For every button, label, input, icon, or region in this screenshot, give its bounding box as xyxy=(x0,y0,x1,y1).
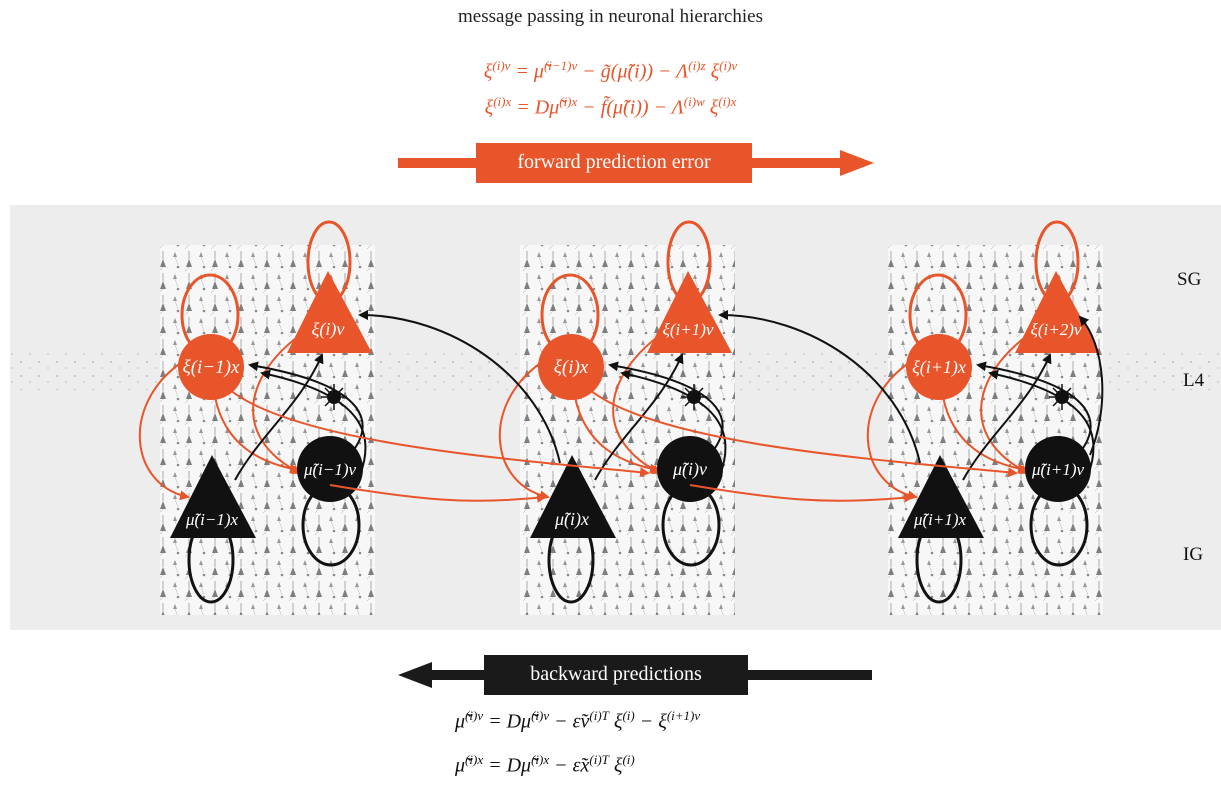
layer-label-l4: L4 xyxy=(1183,370,1205,391)
column-2 xyxy=(498,220,732,604)
node-label: ξ(i)v xyxy=(312,319,345,340)
layer-label-sg: SG xyxy=(1177,269,1202,290)
node-label: ξ(i+2)v xyxy=(1031,320,1082,339)
layer-label-ig: IG xyxy=(1183,544,1204,565)
node-label: ξ(i)x xyxy=(554,357,589,378)
figure-title: message passing in neuronal hierarchies xyxy=(458,6,763,27)
column-3 xyxy=(866,220,1100,604)
backward-equation-2: μ̃̇(i)x = Dμ̃(i)x − ε̃x(i)T ξ(i) xyxy=(455,752,635,777)
forward-equation-2: ξ(i)x = Dμ̃(i)x − f̃(μ̃(i)) − Λ(i)w ξ(i)… xyxy=(484,94,737,119)
forward-equation-1: ξ(i)v = μ̃(i−1)v − g̃(μ̃(i)) − Λ(i)z ξ(i… xyxy=(483,58,738,83)
node-label: μ̃(i−1)x xyxy=(185,510,239,529)
backward-arrow-label: backward predictions xyxy=(530,663,702,685)
forward-arrow-label: forward prediction error xyxy=(517,151,711,173)
node-label: ξ(i+1)v xyxy=(663,320,714,339)
node-label: μ̃(i+1)x xyxy=(913,510,967,529)
node-label: μ̃(i−1)v xyxy=(303,460,357,479)
cortical-diagram: ξ(i−1)x ξ(i)v μ̃(i−1)x μ̃(i−1)v ξ(i)x ξ(… xyxy=(10,205,1221,630)
backward-equation-1: μ̃̇(i)v = Dμ̃(i)v − ε̃v(i)T ξ(i) − ξ(i+1… xyxy=(455,708,701,733)
backward-arrow xyxy=(398,655,872,695)
node-label: μ̃(i+1)v xyxy=(1031,460,1085,479)
forward-arrow xyxy=(398,143,874,183)
node-label: μ̃(i)x xyxy=(554,509,589,530)
inter-column-arrows xyxy=(229,310,1104,503)
column-1 xyxy=(138,220,372,604)
node-label: μ̃(i)v xyxy=(672,459,707,480)
node-label: ξ(i−1)x xyxy=(183,357,240,378)
node-label: ξ(i+1)x xyxy=(912,357,966,378)
